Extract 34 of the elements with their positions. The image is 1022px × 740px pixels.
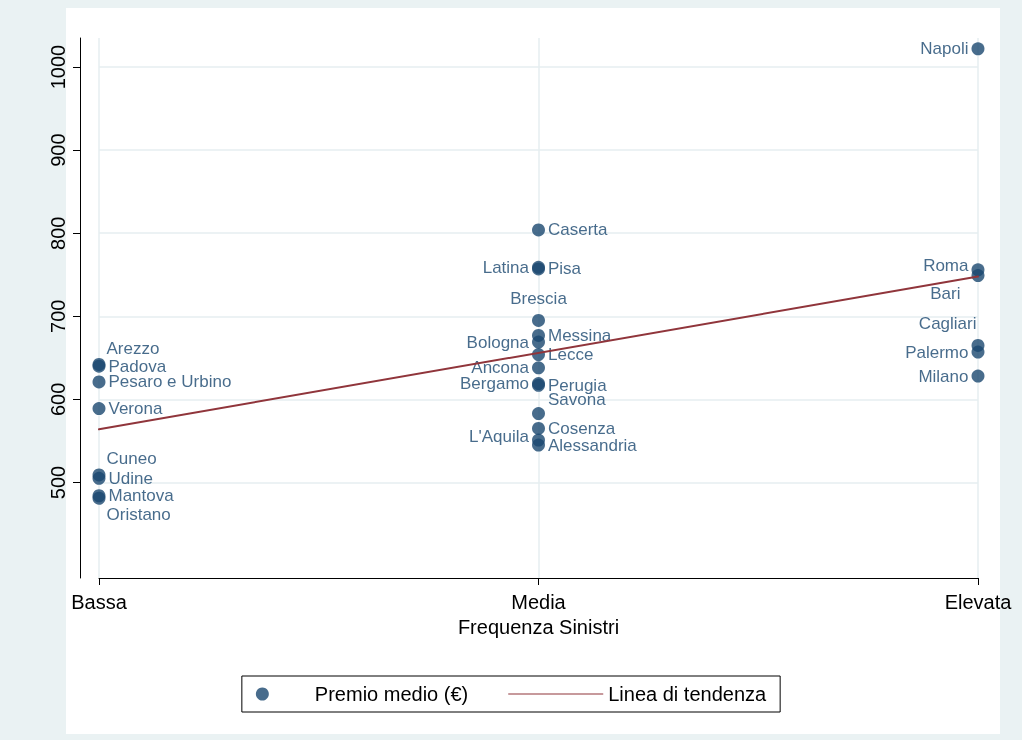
- data-label: Napoli: [920, 39, 969, 59]
- y-tick-label: 500: [47, 465, 69, 500]
- x-axis-title: Frequenza Sinistri: [457, 615, 620, 638]
- data-label: Arezzo: [106, 338, 160, 358]
- data-label: Caserta: [548, 220, 609, 240]
- data-label: Udine: [108, 468, 153, 488]
- data-label: Cagliari: [918, 313, 977, 333]
- data-label: Lecce: [548, 345, 594, 365]
- y-tick-label: 900: [47, 133, 69, 167]
- data-label: Milano: [918, 366, 969, 386]
- y-tick-label: 800: [47, 216, 69, 250]
- y-tick-label: 600: [47, 382, 69, 417]
- data-label: Mantova: [108, 486, 175, 506]
- legend-label: Linea di tendenza: [608, 683, 768, 705]
- data-label: Bari: [930, 284, 961, 304]
- data-label: L'Aquila: [469, 426, 530, 446]
- legend-label: Premio medio (€): [314, 683, 469, 705]
- data-label: Alessandria: [548, 435, 638, 455]
- x-tick-label: Media: [511, 591, 567, 613]
- data-label: Messina: [548, 325, 612, 345]
- data-label: Bologna: [466, 332, 530, 352]
- x-tick-label: Elevata: [944, 591, 1013, 613]
- data-label: Cuneo: [106, 449, 157, 469]
- data-label: Roma: [923, 256, 970, 276]
- data-label: Oristano: [106, 504, 171, 524]
- data-label: Verona: [108, 399, 163, 419]
- y-tick-label: 700: [47, 299, 69, 333]
- data-label: Pisa: [548, 259, 582, 279]
- data-label: Palermo: [905, 342, 969, 362]
- data-label: Cosenza: [548, 418, 616, 438]
- x-tick-label: Bassa: [71, 591, 128, 613]
- data-label: Latina: [482, 257, 530, 277]
- data-label: Brescia: [510, 288, 568, 308]
- y-tick-label: 1000: [47, 44, 69, 90]
